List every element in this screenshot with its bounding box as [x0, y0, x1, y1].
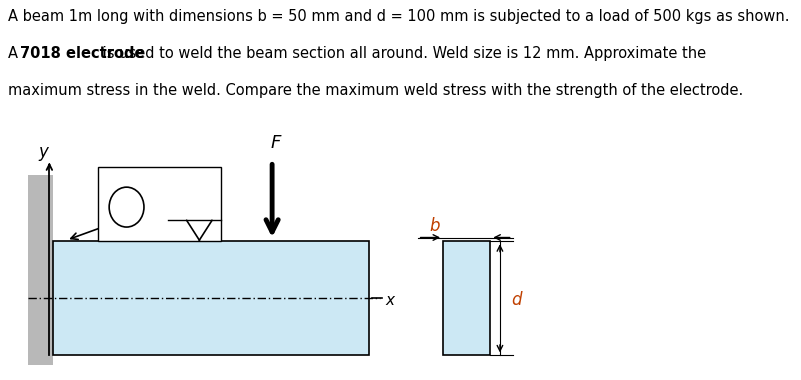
Text: b: b	[429, 217, 440, 235]
Bar	[29, 175, 53, 365]
Bar	[53, 241, 369, 355]
Bar	[443, 241, 490, 355]
Text: y: y	[38, 143, 48, 161]
Text: is used to weld the beam section all around. Weld size is 12 mm. Approximate the: is used to weld the beam section all aro…	[98, 46, 706, 61]
Ellipse shape	[109, 187, 144, 227]
Bar	[98, 167, 222, 241]
Text: F: F	[270, 134, 280, 152]
Text: 12: 12	[170, 226, 187, 240]
Text: maximum stress in the weld. Compare the maximum weld stress with the strength of: maximum stress in the weld. Compare the …	[7, 83, 743, 98]
Text: A beam 1m long with dimensions b = 50 mm and d = 100 mm is subjected to a load o: A beam 1m long with dimensions b = 50 mm…	[7, 10, 789, 24]
Text: $x$: $x$	[384, 293, 396, 308]
Text: A: A	[7, 46, 22, 61]
Text: 7018 electrode: 7018 electrode	[19, 46, 144, 61]
Text: d: d	[511, 291, 521, 309]
